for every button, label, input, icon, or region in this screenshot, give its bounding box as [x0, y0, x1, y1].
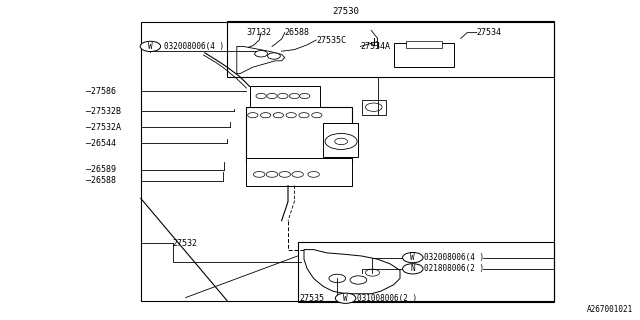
Circle shape — [365, 103, 382, 111]
Text: 27535C: 27535C — [316, 36, 346, 44]
Text: A267001021: A267001021 — [588, 305, 634, 314]
Circle shape — [325, 133, 357, 149]
Text: 27532: 27532 — [173, 239, 198, 248]
Circle shape — [267, 93, 277, 99]
Bar — [406, 41, 442, 48]
Circle shape — [260, 113, 271, 118]
Circle shape — [279, 172, 291, 177]
Bar — [362, 100, 386, 115]
Text: N: N — [410, 264, 415, 273]
Text: 031008006(2 ): 031008006(2 ) — [357, 294, 417, 303]
Circle shape — [403, 252, 423, 263]
Circle shape — [335, 293, 356, 303]
Text: –26588: –26588 — [86, 176, 116, 185]
Text: 27534A: 27534A — [360, 42, 390, 51]
Circle shape — [308, 172, 319, 177]
Text: 021808006(2 ): 021808006(2 ) — [424, 264, 484, 273]
Bar — [141, 22, 554, 301]
Text: –26544: –26544 — [86, 139, 116, 148]
Text: W: W — [343, 294, 348, 303]
Text: 032008006(4 ): 032008006(4 ) — [424, 253, 484, 262]
Circle shape — [403, 264, 423, 274]
Circle shape — [273, 113, 284, 118]
Circle shape — [255, 51, 268, 57]
Text: W: W — [148, 42, 153, 51]
Circle shape — [329, 274, 346, 283]
Circle shape — [253, 172, 265, 177]
Bar — [250, 86, 320, 107]
Bar — [246, 158, 352, 186]
Text: –27532A: –27532A — [86, 123, 122, 132]
Text: –26589: –26589 — [86, 165, 116, 174]
Polygon shape — [237, 46, 285, 74]
Circle shape — [299, 113, 309, 118]
Circle shape — [268, 53, 280, 59]
Circle shape — [286, 113, 296, 118]
Bar — [323, 123, 358, 157]
Circle shape — [248, 113, 258, 118]
Circle shape — [292, 172, 303, 177]
Text: 032008006(4 ): 032008006(4 ) — [164, 42, 224, 51]
Text: 27535: 27535 — [300, 294, 324, 303]
Circle shape — [140, 41, 161, 52]
Polygon shape — [304, 250, 400, 294]
Text: 37132: 37132 — [246, 28, 271, 37]
Text: 27530: 27530 — [332, 7, 359, 16]
Circle shape — [312, 113, 322, 118]
Circle shape — [266, 172, 278, 177]
Text: W: W — [410, 253, 415, 262]
Bar — [246, 107, 352, 163]
Text: 27534: 27534 — [477, 28, 502, 37]
Circle shape — [278, 93, 288, 99]
Bar — [227, 21, 554, 77]
Circle shape — [289, 93, 300, 99]
Circle shape — [365, 269, 380, 276]
Bar — [394, 43, 454, 67]
Circle shape — [335, 138, 348, 145]
Circle shape — [300, 93, 310, 99]
Circle shape — [256, 93, 266, 99]
Bar — [298, 242, 554, 302]
Text: 26588: 26588 — [285, 28, 310, 37]
Text: –27586: –27586 — [86, 87, 116, 96]
Text: –27532B: –27532B — [86, 107, 122, 116]
Circle shape — [350, 276, 367, 284]
